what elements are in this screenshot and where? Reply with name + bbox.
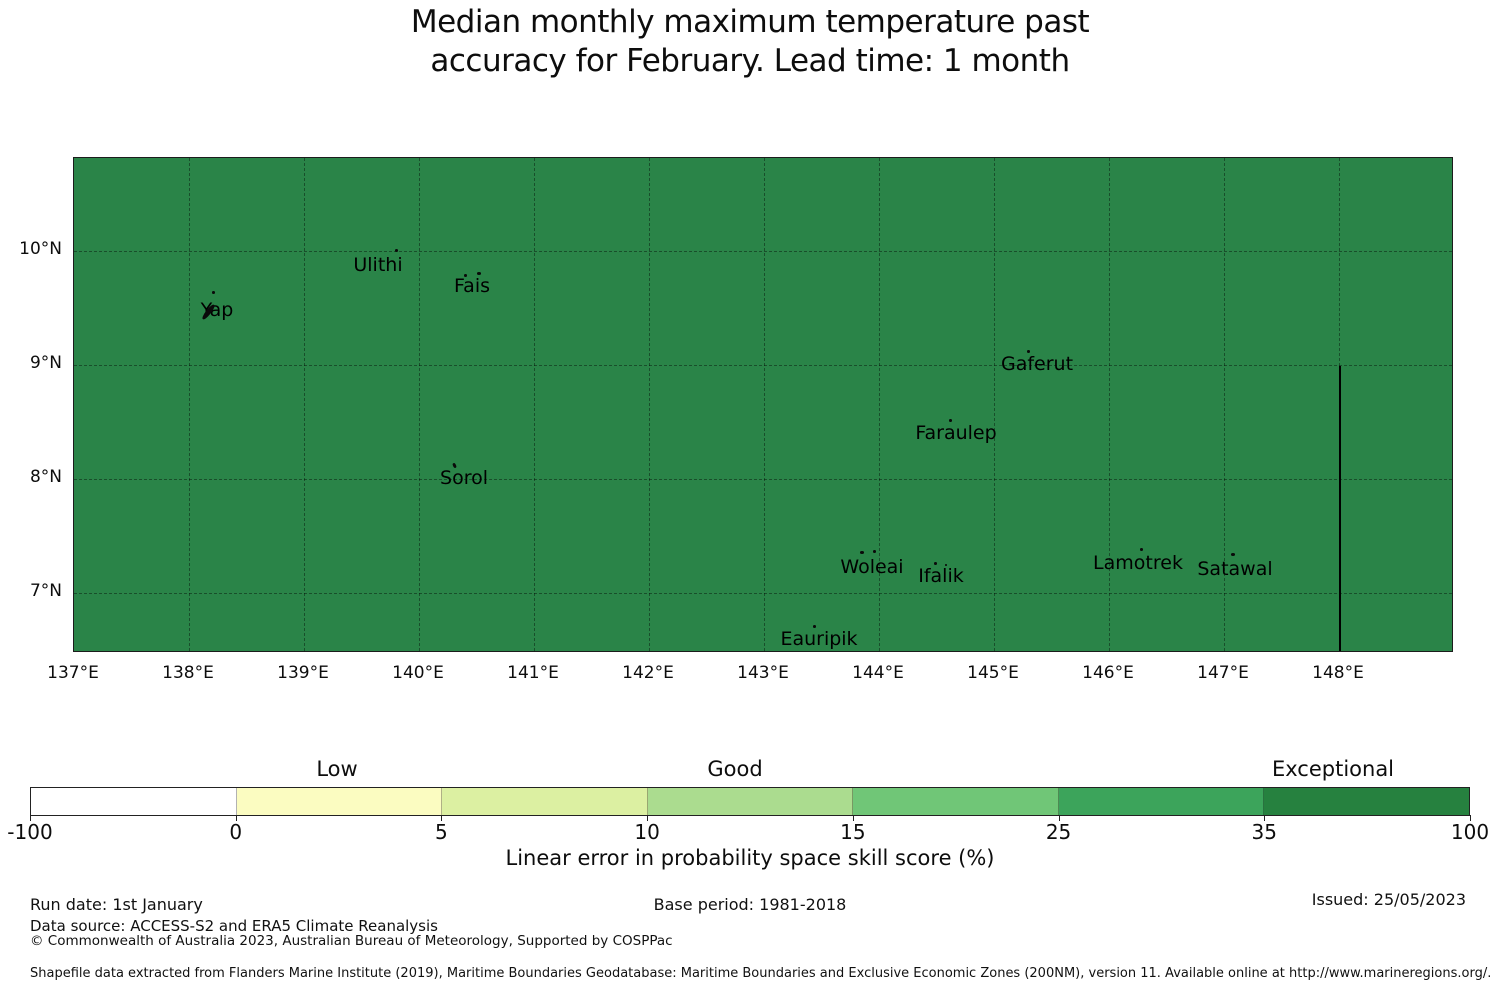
x-tick-label: 141°E (507, 663, 559, 683)
island-dot (1027, 350, 1030, 353)
colorbar-tick-label: 10 (634, 820, 660, 844)
x-tick-label: 137°E (47, 663, 99, 683)
x-tick-label: 148°E (1312, 663, 1364, 683)
island-dot (477, 272, 481, 275)
footer-base-period: Base period: 1981-2018 (653, 895, 847, 914)
x-tick-label: 144°E (852, 663, 904, 683)
y-tick-label: 8°N (29, 467, 62, 487)
colorbar-tick-label: -100 (7, 820, 53, 844)
island-dot (395, 249, 398, 252)
colorbar-tick (647, 815, 649, 821)
figure-title-line1: Median monthly maximum temperature past (410, 4, 1090, 40)
colorbar-tick-label: 35 (1251, 820, 1278, 844)
colorbar-tick-label: 25 (1045, 820, 1072, 844)
island-label: Fais (453, 275, 491, 297)
island-dot (860, 551, 864, 554)
colorbar-category-label: Exceptional (1271, 757, 1395, 781)
island-label: Gaferut (1000, 353, 1074, 375)
gridline-vertical (534, 158, 535, 651)
island-dot (934, 562, 937, 565)
colorbar-axis-label: Linear error in probability space skill … (505, 846, 995, 870)
x-tick-label: 147°E (1197, 663, 1249, 683)
island-label: Woleai (840, 556, 904, 578)
gridline-vertical (994, 158, 995, 651)
island-dot (464, 274, 467, 277)
gridline-vertical (304, 158, 305, 651)
x-tick-label: 145°E (967, 663, 1019, 683)
footer-shapefile-note: Shapefile data extracted from Flanders M… (30, 966, 1492, 981)
gridline-horizontal (74, 365, 1452, 366)
gridline-vertical (1109, 158, 1110, 651)
island-dot (1231, 553, 1235, 556)
gridline-vertical (879, 158, 880, 651)
x-tick-label: 139°E (277, 663, 329, 683)
x-tick-label: 138°E (162, 663, 214, 683)
footer-data-source: Data source: ACCESS-S2 and ERA5 Climate … (30, 917, 438, 935)
x-tick-label: 140°E (392, 663, 444, 683)
island-label: Sorol (440, 467, 488, 489)
colorbar-tick (1058, 815, 1060, 821)
colorbar-category-label: Good (707, 757, 763, 781)
island-label: Lamotrek (1093, 552, 1183, 574)
island-dot (1140, 548, 1143, 551)
colorbar-tick (441, 815, 443, 821)
colorbar-tick (1470, 815, 1471, 821)
colorbar-tick-label: 100 (1450, 820, 1490, 844)
colorbar-segment (236, 788, 443, 815)
colorbar-segment (647, 788, 854, 815)
island-label: Eauripik (780, 628, 858, 650)
gridline-horizontal (74, 479, 1452, 480)
x-tick-label: 142°E (622, 663, 674, 683)
gridline-horizontal (74, 251, 1452, 252)
gridline-horizontal (74, 593, 1452, 594)
colorbar-segment (853, 788, 1059, 815)
gridline-vertical (764, 158, 765, 651)
footer-copyright: © Commonwealth of Australia 2023, Austra… (30, 933, 673, 949)
colorbar-tick-label: 5 (435, 820, 448, 844)
colorbar-tick-label: 15 (840, 820, 866, 844)
island-dot (949, 419, 952, 422)
footer-run-date: Run date: 1st January (30, 895, 203, 914)
island-label: Ulithi (353, 254, 403, 276)
y-tick-label: 9°N (29, 353, 62, 373)
island-dot (945, 564, 947, 566)
colorbar-tick (30, 815, 31, 821)
map-panel: Yap Ulithi Fais Sorol Gaferut Faraulep Woleai I… (73, 157, 1453, 652)
footer-issued-date: Issued: 25/05/2023 (1311, 890, 1466, 909)
island-dot (813, 625, 816, 628)
gridline-vertical (189, 158, 190, 651)
colorbar-category-label: Low (316, 757, 358, 781)
figure-title: Median monthly maximum temperature past … (0, 3, 1500, 81)
colorbar-tick (235, 815, 237, 821)
figure-title-line2: accuracy for February. Lead time: 1 mont… (430, 43, 1070, 79)
gridline-vertical (1224, 158, 1225, 651)
gridline-vertical (649, 158, 650, 651)
y-tick-label: 10°N (19, 239, 62, 259)
colorbar-segment (1058, 788, 1265, 815)
colorbar-segment (442, 788, 648, 815)
colorbar-segment (31, 788, 237, 815)
colorbar-segment (1264, 788, 1470, 815)
island-label: Satawal (1197, 558, 1273, 580)
y-tick-label: 7°N (29, 581, 62, 601)
x-tick-label: 143°E (737, 663, 789, 683)
island-label: Ifalik (918, 565, 964, 587)
eez-boundary-line (1339, 366, 1341, 651)
colorbar-tick (852, 815, 854, 821)
colorbar (30, 787, 1470, 816)
island-dot (873, 550, 876, 553)
gridline-vertical (419, 158, 420, 651)
island-label: Faraulep (915, 422, 997, 444)
colorbar-tick-label: 0 (229, 820, 243, 844)
x-tick-label: 146°E (1082, 663, 1134, 683)
island-dot (212, 291, 215, 294)
colorbar-tick (1264, 815, 1266, 821)
